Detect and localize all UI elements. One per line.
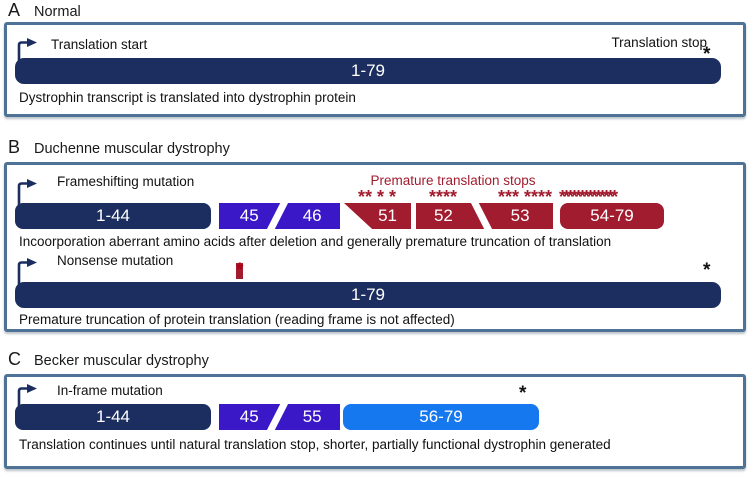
exon-segment-45: 45 [239, 407, 259, 426]
translation-start-flag-icon [15, 257, 41, 285]
exon-segment-45: 45 [239, 206, 259, 225]
panel-a-heading: A Normal [8, 0, 81, 21]
panel-a-transcript-bar: 1-79 [15, 58, 721, 84]
premature-stop-asterisks: ** * * [358, 187, 397, 207]
translation-start-flag-icon [15, 383, 41, 411]
panel-b-box: Frameshifting mutation Premature transla… [4, 162, 746, 332]
premature-stop-asterisks: ************** [559, 187, 618, 207]
exon-segment-56-79: 56-79 [343, 404, 539, 430]
exon-segment-54-79: 54-79 [560, 203, 664, 229]
exon-segment-1-79: 1-79 [15, 282, 721, 308]
exon-segment-1-44: 1-44 [15, 203, 211, 229]
exon-segment-46: 46 [302, 206, 322, 225]
exon-segment-53: 53 [510, 206, 530, 225]
panel-c-caption: Translation continues until natural tran… [19, 437, 611, 452]
translation-start-label: Translation start [51, 37, 148, 52]
translation-stop-label: Translation stop [611, 35, 707, 50]
exon-segment-55: 55 [302, 407, 322, 426]
exon-segment-1-79: 1-79 [15, 58, 721, 84]
panel-b-frameshift-bar: 1-44 45 46 51 52 53 54-79 [15, 203, 725, 229]
nonsense-stop-asterisk: * [236, 260, 244, 281]
panel-b-nonsense-caption: Premature truncation of protein translat… [19, 312, 455, 327]
exon-segment-52: 52 [433, 206, 453, 225]
panel-c-title: Becker muscular dystrophy [34, 353, 209, 369]
panel-c-letter: C [8, 349, 21, 369]
translation-stop-asterisk: * [703, 260, 711, 281]
panel-c-inframe-bar: 1-44 45 55 56-79 [15, 404, 725, 430]
panel-a-letter: A [8, 0, 21, 20]
frameshifting-mutation-label: Frameshifting mutation [57, 174, 195, 189]
translation-stop-asterisk: * [703, 44, 711, 65]
exon-segment-1-44: 1-44 [15, 404, 211, 430]
premature-stop-asterisks: *** **** [498, 187, 553, 207]
panel-a-title: Normal [34, 4, 81, 20]
premature-translation-stops-label: Premature translation stops [370, 173, 536, 188]
in-frame-mutation-label: In-frame mutation [57, 383, 163, 398]
premature-stop-asterisks: **** [429, 187, 458, 207]
exon-segment-45-55: 45 55 [219, 404, 340, 430]
translation-start-flag-icon [15, 37, 41, 65]
translation-start-flag-icon [15, 178, 41, 206]
panel-b-title: Duchenne muscular dystrophy [34, 141, 230, 157]
translation-stop-asterisk: * [519, 383, 527, 404]
exon-segment-51: 51 [344, 203, 411, 229]
panel-c-box: In-frame mutation * 1-44 45 55 56-79 Tra… [4, 374, 746, 469]
panel-b-letter: B [8, 137, 21, 157]
panel-b-frameshift-caption: Incoorporation aberrant amino acids afte… [19, 234, 612, 249]
panel-b-nonsense-bar: 1-79 [15, 282, 721, 308]
panel-b-heading: B Duchenne muscular dystrophy [8, 137, 230, 158]
exon-segment-45-46: 45 46 [219, 203, 340, 229]
panel-a-box: Translation start Translation stop * 1-7… [4, 22, 746, 117]
panel-a-caption: Dystrophin transcript is translated into… [19, 90, 356, 105]
exon-segment-52-53: 52 53 [416, 203, 553, 229]
panel-c-heading: C Becker muscular dystrophy [8, 349, 209, 370]
nonsense-mutation-label: Nonsense mutation [57, 253, 174, 268]
